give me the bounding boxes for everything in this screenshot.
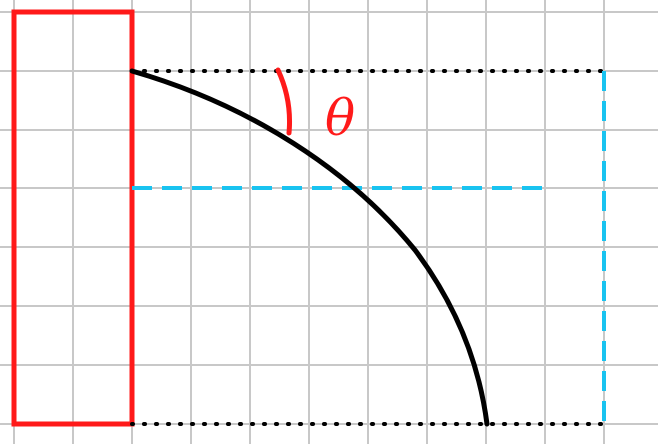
angle-theta-label: θ <box>325 89 355 147</box>
trajectory-curve <box>129 68 490 427</box>
angle-arc-marker <box>275 67 292 136</box>
wall-rectangle <box>11 9 135 427</box>
